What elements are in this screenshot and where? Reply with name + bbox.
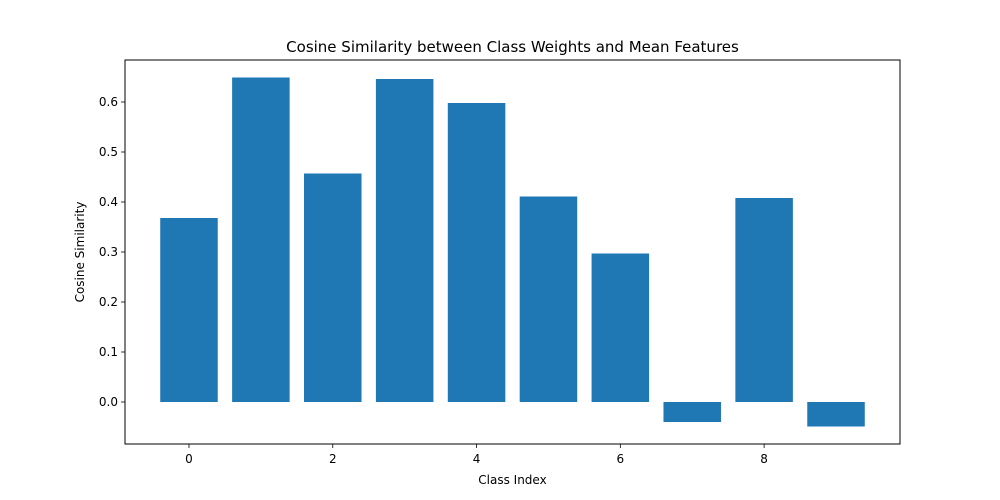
bar-class-9 [807, 402, 865, 427]
bar-class-4 [447, 103, 506, 402]
bar-class-1 [232, 77, 290, 402]
x-axis-ticks: 0 2 4 6 8 [185, 444, 768, 466]
bar-class-8 [735, 198, 793, 402]
y-tick-label: 0.6 [99, 95, 118, 109]
y-axis-label: Cosine Similarity [73, 202, 87, 303]
y-tick-label: 0.4 [99, 195, 118, 209]
bar-class-0 [160, 218, 218, 402]
bar-class-7 [663, 402, 721, 422]
bar-class-2 [304, 173, 362, 402]
bars-group [160, 77, 865, 427]
x-tick-label: 6 [617, 452, 625, 466]
y-tick-label: 0.1 [99, 345, 118, 359]
bar-class-6 [591, 253, 650, 402]
bar-class-5 [519, 196, 578, 402]
x-tick-label: 4 [473, 452, 481, 466]
plot-frame [124, 59, 901, 445]
x-tick-label: 0 [185, 452, 193, 466]
bar-class-3 [375, 79, 434, 402]
y-tick-label: 0.5 [99, 145, 118, 159]
x-tick-label: 8 [760, 452, 768, 466]
y-tick-label: 0.0 [99, 395, 118, 409]
x-axis-label: Class Index [478, 473, 546, 487]
chart-title: Cosine Similarity between Class Weights … [286, 38, 739, 56]
y-tick-label: 0.3 [99, 245, 118, 259]
y-tick-label: 0.2 [99, 295, 118, 309]
x-tick-label: 2 [329, 452, 337, 466]
y-axis-ticks: 0.0 0.1 0.2 0.3 0.4 0.5 0.6 [99, 95, 125, 409]
